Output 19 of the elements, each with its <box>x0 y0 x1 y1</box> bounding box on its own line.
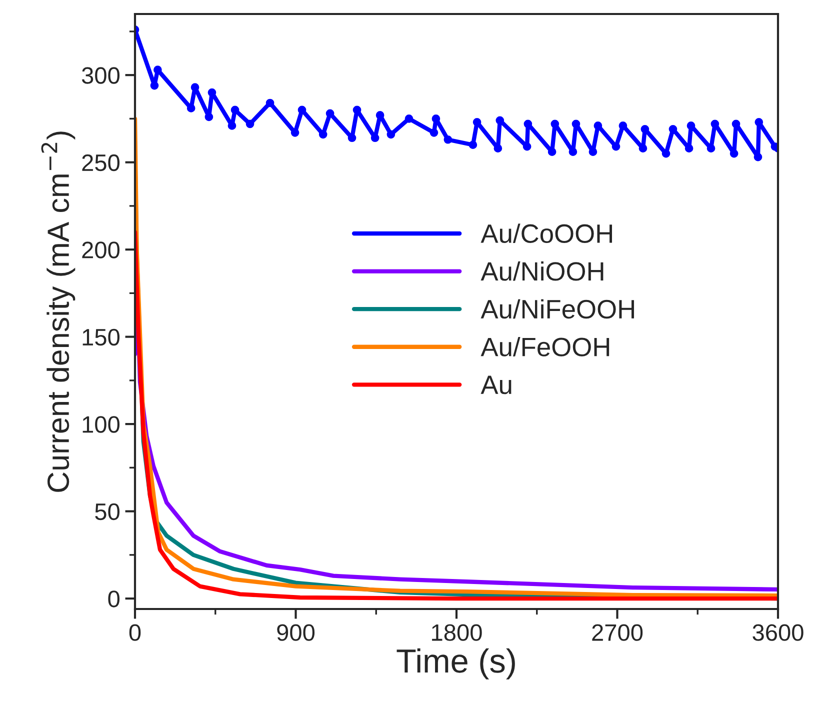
x-tick-label: 0 <box>129 624 141 641</box>
y-tick-label: 250 <box>82 154 120 172</box>
legend-label: Au/NiFeOOH <box>480 299 634 319</box>
y-tick-label: 300 <box>82 67 120 84</box>
y-tick-label: 100 <box>82 416 120 433</box>
x-tick-label: 2700 <box>592 624 643 641</box>
legend-label: Au <box>480 376 512 394</box>
y-tick-label: 0 <box>108 590 120 608</box>
y-tick-label: 200 <box>82 242 120 258</box>
y-tick-label: 150 <box>82 328 120 346</box>
legend-label: Au/FeOOH <box>480 336 610 356</box>
legend-label: Au/NiOOH <box>480 261 604 281</box>
legend-label: Au/CoOOH <box>480 224 612 243</box>
x-tick-label: 1800 <box>432 624 482 641</box>
x-tick-label: 900 <box>277 624 315 641</box>
y-tick-label: 50 <box>95 503 120 520</box>
x-axis-title: Time (s) <box>396 648 515 680</box>
y-axis-title: Current density (mA cm$^{−2}$) <box>41 132 76 492</box>
x-tick-label: 3600 <box>752 624 804 641</box>
